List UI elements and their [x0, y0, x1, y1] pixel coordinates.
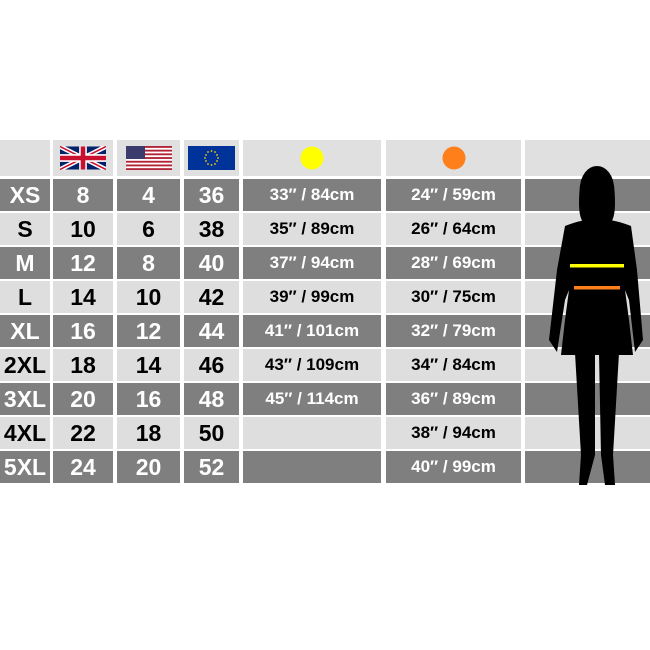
table-row: S 10 6 38 35″ / 89cm 26″ / 64cm — [0, 213, 650, 245]
header-row — [0, 140, 650, 176]
eu-flag-icon — [188, 146, 235, 170]
eu-cell: 36 — [184, 179, 239, 211]
eu-cell: 40 — [184, 247, 239, 279]
waist-cell: 38″ / 94cm — [386, 417, 521, 449]
table-row: M 12 8 40 37″ / 94cm 28″ / 69cm — [0, 247, 650, 279]
header-eu — [184, 140, 239, 176]
header-uk — [53, 140, 113, 176]
us-cell: 18 — [117, 417, 180, 449]
eu-cell: 42 — [184, 281, 239, 313]
size-cell: 5XL — [0, 451, 50, 483]
eu-cell: 44 — [184, 315, 239, 347]
waist-cell: 32″ / 79cm — [386, 315, 521, 347]
size-cell: M — [0, 247, 50, 279]
figure-cell — [525, 247, 650, 279]
uk-cell: 20 — [53, 383, 113, 415]
bust-cell: 39″ / 99cm — [243, 281, 381, 313]
figure-cell — [525, 179, 650, 211]
figure-cell — [525, 213, 650, 245]
us-cell: 10 — [117, 281, 180, 313]
figure-cell — [525, 315, 650, 347]
table-row: 2XL 18 14 46 43″ / 109cm 34″ / 84cm — [0, 349, 650, 381]
uk-cell: 22 — [53, 417, 113, 449]
us-flag-icon — [125, 146, 172, 170]
eu-cell: 50 — [184, 417, 239, 449]
size-cell: XL — [0, 315, 50, 347]
bust-dot-icon — [300, 146, 324, 170]
figure-cell — [525, 281, 650, 313]
figure-cell — [525, 349, 650, 381]
us-cell: 4 — [117, 179, 180, 211]
table-row: 3XL 20 16 48 45″ / 114cm 36″ / 89cm — [0, 383, 650, 415]
waist-cell: 34″ / 84cm — [386, 349, 521, 381]
uk-cell: 24 — [53, 451, 113, 483]
eu-cell: 46 — [184, 349, 239, 381]
header-figure-cell — [525, 140, 650, 176]
figure-cell — [525, 451, 650, 483]
uk-cell: 12 — [53, 247, 113, 279]
table-row: XS 8 4 36 33″ / 84cm 24″ / 59cm — [0, 179, 650, 211]
us-cell: 6 — [117, 213, 180, 245]
waist-cell: 36″ / 89cm — [386, 383, 521, 415]
bust-cell — [243, 417, 381, 449]
uk-cell: 10 — [53, 213, 113, 245]
figure-cell — [525, 417, 650, 449]
uk-flag-icon — [60, 146, 106, 170]
size-cell: 2XL — [0, 349, 50, 381]
header-bust — [243, 140, 381, 176]
size-cell: XS — [0, 179, 50, 211]
size-cell: 4XL — [0, 417, 50, 449]
us-cell: 14 — [117, 349, 180, 381]
header-us — [117, 140, 180, 176]
waist-cell: 30″ / 75cm — [386, 281, 521, 313]
uk-cell: 8 — [53, 179, 113, 211]
bust-cell: 41″ / 101cm — [243, 315, 381, 347]
bust-cell: 45″ / 114cm — [243, 383, 381, 415]
eu-cell: 52 — [184, 451, 239, 483]
table-row: 5XL 24 20 52 40″ / 99cm — [0, 451, 650, 483]
waist-cell: 26″ / 64cm — [386, 213, 521, 245]
header-empty-cell — [0, 140, 50, 176]
uk-cell: 16 — [53, 315, 113, 347]
bust-cell — [243, 451, 381, 483]
uk-cell: 18 — [53, 349, 113, 381]
waist-cell: 28″ / 69cm — [386, 247, 521, 279]
size-cell: S — [0, 213, 50, 245]
bust-cell: 43″ / 109cm — [243, 349, 381, 381]
table-row: 4XL 22 18 50 38″ / 94cm — [0, 417, 650, 449]
waist-dot-icon — [442, 146, 465, 170]
uk-cell: 14 — [53, 281, 113, 313]
header-waist — [386, 140, 521, 176]
waist-cell: 24″ / 59cm — [386, 179, 521, 211]
bust-cell: 37″ / 94cm — [243, 247, 381, 279]
table-row: XL 16 12 44 41″ / 101cm 32″ / 79cm — [0, 315, 650, 347]
eu-cell: 48 — [184, 383, 239, 415]
size-cell: L — [0, 281, 50, 313]
figure-cell — [525, 383, 650, 415]
us-cell: 12 — [117, 315, 180, 347]
us-cell: 16 — [117, 383, 180, 415]
bust-cell: 35″ / 89cm — [243, 213, 381, 245]
size-cell: 3XL — [0, 383, 50, 415]
waist-cell: 40″ / 99cm — [386, 451, 521, 483]
bust-cell: 33″ / 84cm — [243, 179, 381, 211]
us-cell: 20 — [117, 451, 180, 483]
table-row: L 14 10 42 39″ / 99cm 30″ / 75cm — [0, 281, 650, 313]
eu-cell: 38 — [184, 213, 239, 245]
us-cell: 8 — [117, 247, 180, 279]
